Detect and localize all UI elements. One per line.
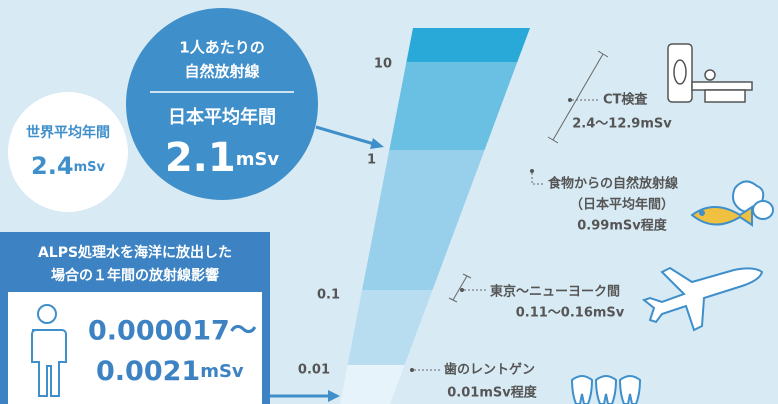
annotation-text: 0.01mSv程度 <box>447 385 537 401</box>
label: 世界平均年間 <box>26 124 110 141</box>
heading: 場合の１年間の放射線影響 <box>51 267 219 284</box>
heading: ALPS処理水を海洋に放出した <box>38 244 232 261</box>
infographic: 10 1 0.1 0.01 1人あたりの 自然放射線 日本平均年間 2.1mSv… <box>0 0 778 404</box>
scale-label: 1 <box>367 153 376 168</box>
annotation-text: 食物からの自然放射線 <box>548 176 679 192</box>
band <box>406 28 530 62</box>
annotation-text: 2.4〜12.9mSv <box>572 117 672 132</box>
scale-label: 0.01 <box>298 363 330 378</box>
unit: mSv <box>236 149 280 170</box>
scale-label: 0.1 <box>317 288 340 303</box>
world-circle: 世界平均年間 2.4mSv <box>8 92 128 212</box>
value-number: 0.0021 <box>96 356 200 387</box>
value-number: 2.1 <box>165 135 236 181</box>
heading: 自然放射線 <box>184 63 259 81</box>
main-circle: 1人あたりの 自然放射線 日本平均年間 2.1mSv <box>126 8 318 200</box>
annotation-text: 0.99mSv程度 <box>577 218 667 234</box>
value-number: 2.4 <box>31 152 74 180</box>
alps-box: ALPS処理水を海洋に放出した 場合の１年間の放射線影響 0.000017〜 0… <box>0 232 270 404</box>
heading: 1人あたりの <box>179 39 264 57</box>
value: 0.0021mSv <box>96 356 244 387</box>
value: 0.000017〜 <box>88 316 257 347</box>
scale-label: 10 <box>374 57 392 72</box>
label: 日本平均年間 <box>168 106 276 128</box>
annotation-text: CT検査 <box>603 92 648 108</box>
unit: mSv <box>74 160 106 175</box>
annotation-text: 0.11〜0.16mSv <box>516 306 625 321</box>
annotation-text: 東京〜ニューヨーク間 <box>490 284 620 300</box>
annotation-text: 歯のレントゲン <box>444 362 535 378</box>
unit: mSv <box>200 361 244 382</box>
annotation-text: （日本平均年間） <box>570 197 674 213</box>
